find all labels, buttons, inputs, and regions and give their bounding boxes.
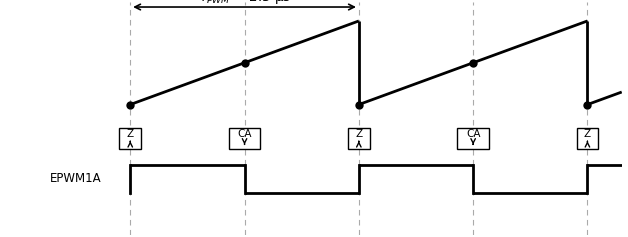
Text: EPWM1A: EPWM1A bbox=[50, 172, 102, 185]
Text: CA: CA bbox=[466, 129, 480, 139]
Text: T$_{PWM}$ = 2.5 μs: T$_{PWM}$ = 2.5 μs bbox=[198, 0, 291, 6]
FancyBboxPatch shape bbox=[457, 128, 489, 149]
Text: Z: Z bbox=[584, 129, 591, 139]
FancyBboxPatch shape bbox=[577, 128, 598, 149]
FancyBboxPatch shape bbox=[348, 128, 370, 149]
FancyBboxPatch shape bbox=[119, 128, 141, 149]
Text: Z: Z bbox=[355, 129, 362, 139]
Text: Z: Z bbox=[127, 129, 134, 139]
Text: CA: CA bbox=[237, 129, 252, 139]
FancyBboxPatch shape bbox=[229, 128, 260, 149]
